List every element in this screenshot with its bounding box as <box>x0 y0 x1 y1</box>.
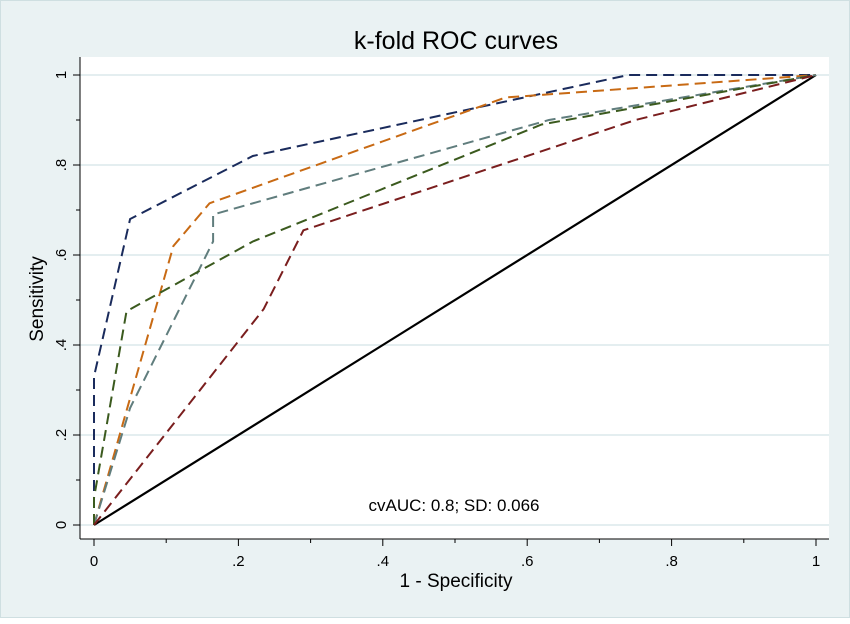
y-axis-label: Sensitivity <box>27 256 48 342</box>
roc-curve-4 <box>93 74 817 525</box>
cvauc-annotation: cvAUC: 0.8; SD: 0.066 <box>368 496 539 515</box>
y-tick-label-2: .4 <box>53 339 70 352</box>
x-tick-label-1: .2 <box>232 553 245 570</box>
ticks: 0 .2 .4 .6 .8 1 0 .2 .4 .6 .8 1 <box>53 71 820 570</box>
y-tick-label-0: 0 <box>53 521 70 529</box>
roc-curve-5 <box>93 74 817 526</box>
x-axis-label: 1 - Specificity <box>400 571 513 592</box>
series-layer <box>93 74 817 526</box>
plot-area <box>80 57 829 539</box>
x-tick-label-5: 1 <box>812 553 820 570</box>
y-tick-label-4: .8 <box>53 159 70 172</box>
y-tick-label-1: .2 <box>53 429 70 442</box>
roc-curve-3 <box>93 74 817 526</box>
x-tick-label-2: .4 <box>377 553 390 570</box>
y-tick-label-3: .6 <box>53 249 70 262</box>
roc-curve-1 <box>93 74 816 525</box>
x-tick-label-0: 0 <box>90 553 98 570</box>
x-tick-label-3: .6 <box>521 553 534 570</box>
roc-curve-2 <box>93 74 817 526</box>
y-tick-label-5: 1 <box>53 71 70 79</box>
grid <box>80 74 829 526</box>
x-tick-label-4: .8 <box>665 553 678 570</box>
chart-title: k-fold ROC curves <box>354 27 558 55</box>
reference-diagonal-line <box>93 74 817 526</box>
